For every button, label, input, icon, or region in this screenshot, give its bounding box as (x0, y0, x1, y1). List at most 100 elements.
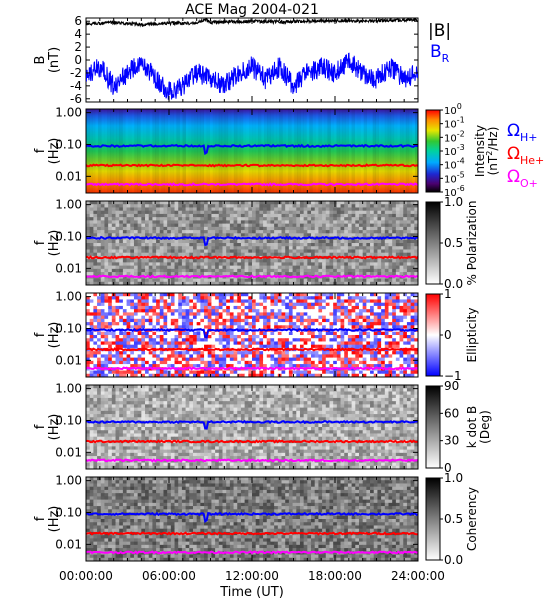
spec-cell (115, 331, 120, 336)
spec-cell (292, 302, 297, 307)
spec-cell (314, 302, 319, 307)
spec-cell (248, 322, 253, 326)
spec-cell (108, 223, 113, 228)
spec-cell (296, 357, 301, 362)
spec-cell (215, 207, 220, 212)
spec-cell (292, 331, 297, 336)
panel-intensity: 1.000.100.01f (Hz)10010-110-210-310-410-5… (33, 102, 500, 199)
spec-cell (104, 293, 109, 297)
spec-cell (218, 233, 223, 237)
spec-cell (252, 243, 257, 247)
spec-cell (362, 315, 367, 320)
spec-cell (141, 262, 146, 267)
spec-cell (145, 265, 150, 270)
spec-cell (403, 335, 408, 339)
spec-cell (163, 201, 168, 205)
spec-cell (204, 281, 209, 285)
spec-cell (274, 213, 279, 218)
spec-cell (384, 207, 389, 212)
spec-cell (333, 305, 338, 310)
spec-cell (377, 341, 382, 346)
spec-cell (370, 312, 375, 317)
spec-cell (130, 213, 135, 218)
spec-cell (274, 201, 279, 205)
spec-cell (185, 210, 190, 215)
spec-cell (255, 233, 260, 237)
spec-cell (281, 230, 286, 234)
spec-cell (192, 204, 198, 208)
spec-cell (152, 299, 157, 304)
spec-cell (351, 259, 356, 263)
spec-cell (395, 312, 400, 317)
spec-cell (237, 246, 242, 250)
spec-cell (119, 265, 124, 270)
spec-cell (373, 322, 378, 326)
spec-cell (333, 318, 338, 323)
spec-cell (122, 217, 127, 221)
intensity-column (101, 109, 104, 193)
spec-cell (192, 272, 198, 276)
spec-cell (347, 293, 352, 297)
spec-cell (108, 265, 113, 270)
spec-cell (403, 246, 408, 250)
spec-cell (281, 335, 286, 339)
spec-cell (336, 315, 341, 320)
spec-cell (115, 201, 120, 205)
spec-cell (303, 364, 308, 368)
spec-cell (296, 299, 301, 304)
spec-cell (226, 325, 231, 329)
spec-cell (277, 213, 282, 218)
spec-cell (93, 331, 98, 336)
spec-cell (270, 305, 275, 310)
spec-cell (263, 370, 268, 375)
spec-cell (347, 322, 352, 326)
spec-cell (252, 217, 257, 221)
spec-cell (263, 281, 268, 285)
spec-cell (122, 262, 127, 267)
spec-cell (122, 243, 127, 247)
f-yunit: (Hz) (47, 138, 62, 165)
spec-cell (322, 252, 327, 257)
spec-cell (263, 239, 268, 244)
spec-cell (344, 309, 349, 313)
spec-cell (311, 354, 316, 359)
spec-cell (181, 309, 186, 313)
spec-cell (244, 233, 249, 237)
spec-cell (311, 223, 316, 228)
spec-cell (178, 364, 183, 368)
spec-cell (274, 217, 279, 221)
spec-cell (122, 315, 127, 320)
spec-cell (200, 299, 205, 304)
spec-cell (403, 351, 408, 355)
spec-cell (270, 357, 275, 362)
spec-cell (181, 302, 186, 307)
intensity-column (107, 109, 111, 193)
spec-cell (156, 230, 161, 234)
spec-cell (399, 331, 404, 336)
spec-cell (86, 370, 91, 375)
spec-cell (108, 252, 113, 257)
spec-cell (100, 243, 105, 247)
spec-cell (366, 223, 371, 228)
spec-cell (303, 312, 308, 317)
spec-cell (248, 312, 253, 317)
spec-cell (299, 239, 305, 244)
spec-cell (133, 344, 139, 349)
spec-cell (325, 201, 330, 205)
spec-cell (86, 259, 91, 263)
spec-cell (215, 226, 220, 231)
spec-cell (266, 265, 271, 270)
spec-cell (126, 210, 131, 215)
spec-cell (207, 278, 212, 283)
spec-cell (145, 243, 150, 247)
spec-cell (403, 309, 408, 313)
spec-cell (174, 249, 179, 254)
spec-cell (222, 331, 227, 336)
spec-cell (97, 259, 102, 263)
spec-cell (122, 360, 127, 365)
spec-cell (248, 335, 253, 339)
spec-cell (229, 309, 234, 313)
intensity-column (355, 109, 358, 193)
spec-cell (145, 341, 150, 346)
spec-cell (259, 312, 264, 317)
